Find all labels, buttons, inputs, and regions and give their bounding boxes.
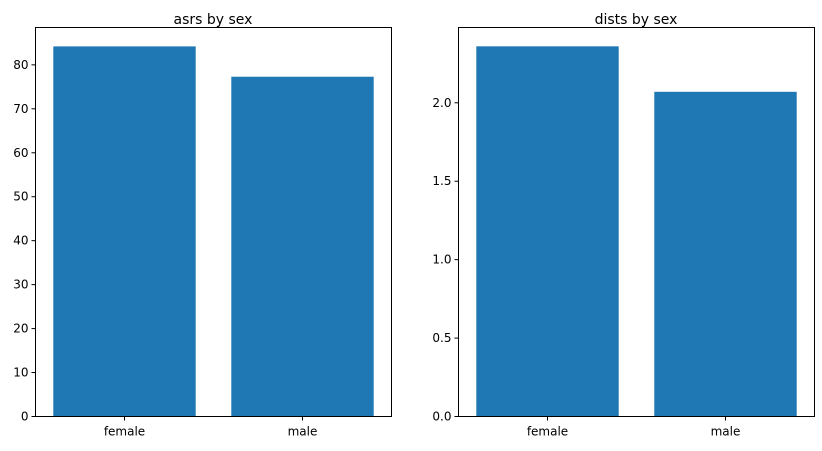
y-tick-label: 80 [13,58,28,72]
bar-female [476,46,619,417]
y-tick-label: 0.5 [432,331,451,345]
chart-title: dists by sex [595,12,678,28]
bar-group [476,46,797,417]
x-tick-label: male [711,425,741,439]
chart-title: asrs by sex [174,12,253,28]
plot-frame [35,27,392,417]
x-tick-label: female [527,425,568,439]
y-tick-label: 30 [13,278,28,292]
y-tick-label: 1.5 [432,174,451,188]
y-tick-label: 60 [13,146,28,160]
bar-group [53,46,374,417]
plot-frame [458,27,815,417]
y-axis: 0 10 20 30 40 50 60 70 80 [13,58,36,424]
chart-dists-by-sex: dists by sex 0.0 0.5 1.0 1.5 2.0 female male [432,12,815,439]
x-tick-label: female [104,425,145,439]
x-axis: female male [104,416,318,439]
y-axis: 0.0 0.5 1.0 1.5 2.0 [432,96,459,424]
y-tick-label: 10 [13,366,28,380]
y-tick-label: 70 [13,102,28,116]
y-tick-label: 40 [13,234,28,248]
bar-male [654,91,797,417]
y-tick-label: 2.0 [432,96,451,110]
bar-female [53,46,196,417]
y-tick-label: 1.0 [432,253,451,267]
y-tick-label: 0.0 [432,410,451,424]
x-axis: female male [527,416,741,439]
x-tick-label: male [288,425,318,439]
bar-male [231,76,374,417]
y-tick-label: 50 [13,190,28,204]
y-tick-label: 0 [21,410,29,424]
chart-asrs-by-sex: asrs by sex 0 10 20 30 40 50 60 70 80 female male [13,12,392,439]
y-tick-label: 20 [13,322,28,336]
